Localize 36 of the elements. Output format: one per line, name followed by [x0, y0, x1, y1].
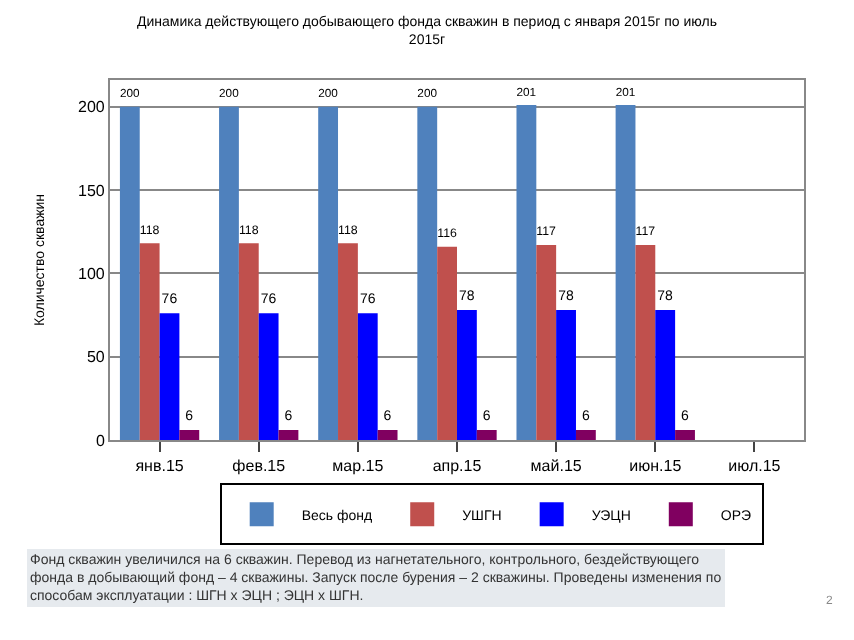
- bar: [536, 245, 557, 440]
- x-tick-label: июл.15: [728, 457, 782, 476]
- bar: [635, 245, 656, 440]
- bar: [417, 106, 438, 440]
- bar: [575, 430, 596, 440]
- x-tick-label: янв.15: [135, 457, 185, 476]
- bar: [377, 430, 398, 440]
- x-tick-label: июн.15: [629, 457, 683, 476]
- bar: [476, 430, 497, 440]
- y-tick-label: 100: [78, 264, 106, 283]
- bar: [119, 106, 140, 440]
- x-tick-label: мар.15: [332, 457, 385, 476]
- y-tick-label: 0: [95, 431, 106, 450]
- bar: [219, 106, 239, 440]
- bar: [556, 310, 576, 440]
- y-tick-label: 200: [78, 98, 106, 117]
- x-tick-label: фев.15: [232, 457, 287, 476]
- bar: [615, 105, 636, 440]
- bar: [278, 430, 299, 440]
- bar: [655, 310, 676, 440]
- bar: [139, 243, 160, 440]
- bar: [675, 430, 695, 440]
- bar: [457, 310, 477, 440]
- bar: [437, 246, 457, 440]
- bar: [159, 313, 180, 440]
- bar: [516, 105, 537, 440]
- y-tick-label: 150: [78, 181, 106, 200]
- bar: [258, 313, 279, 440]
- bar: [357, 313, 378, 440]
- bar: [338, 243, 358, 440]
- y-tick-label: 50: [86, 348, 106, 367]
- x-tick-label: апр.15: [432, 457, 483, 476]
- bar: [179, 430, 200, 440]
- bar: [238, 243, 259, 440]
- x-tick-label: май.15: [530, 457, 583, 476]
- bar: [318, 106, 339, 440]
